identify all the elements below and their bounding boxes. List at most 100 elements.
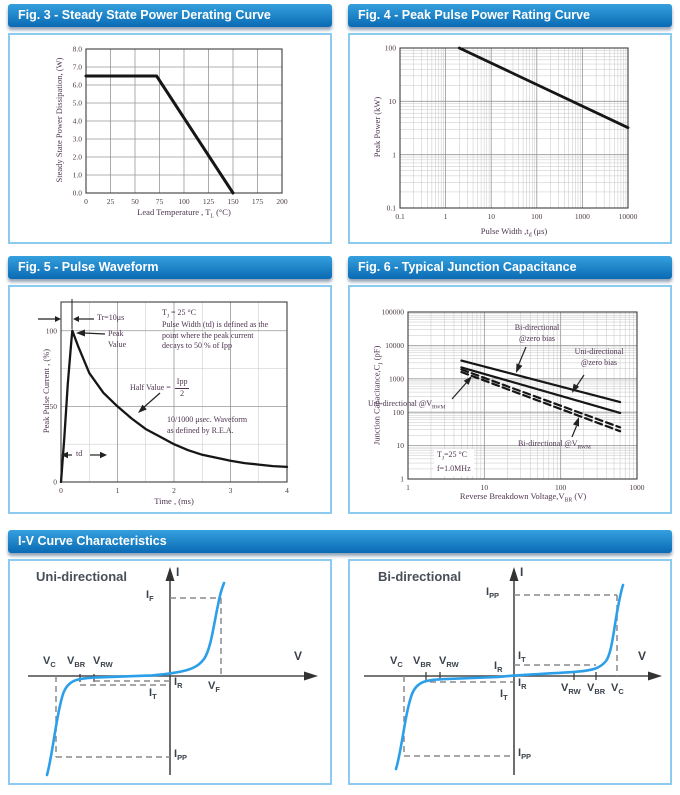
svg-text:0.1: 0.1	[395, 212, 405, 221]
svg-text:7.0: 7.0	[73, 63, 83, 72]
fig3-panel: 0 25 50 75 100 125 150 175 200 0.0 1.0 2.0 3.0 4.0 5.0…	[8, 33, 332, 244]
iv-bi-curve	[394, 583, 625, 771]
iv-uni-label-vrw: VRW	[93, 655, 113, 670]
iv-bi-label-ipp-top: IPP	[486, 586, 500, 601]
svg-text:150: 150	[227, 197, 239, 206]
svg-text:10000: 10000	[619, 212, 638, 221]
svg-text:0.1: 0.1	[387, 204, 397, 213]
svg-text:25: 25	[107, 197, 115, 206]
svg-text:2: 2	[172, 486, 176, 495]
iv-header-title: I-V Curve Characteristics	[18, 534, 167, 548]
iv-bi-label-vc-right: VC	[611, 682, 624, 697]
iv-uni-label-ipp: IPP	[174, 748, 188, 763]
fig6-uni-vrwm-label: Uni-directional @VRWM	[368, 399, 446, 411]
iv-bi-diagram	[364, 567, 662, 775]
svg-text:10: 10	[397, 441, 405, 450]
series-uni-directional--zero-bias	[460, 366, 622, 415]
fig3-header: Fig. 3 - Steady State Power Derating Cur…	[8, 4, 332, 27]
iv-bi-label-ir-upper: IR	[494, 660, 503, 675]
fig5-half-value-label: Half Value = Ipp 2	[130, 377, 190, 398]
fig6-header-title: Fig. 6 - Typical Junction Capacitance	[358, 260, 577, 274]
svg-text:1000: 1000	[630, 483, 645, 492]
fig5-pulse-width-note: Pulse Width (td) is defined as the point…	[162, 320, 269, 350]
fig6-panel: 1 10 100 1000 1 10 100 1000 10000 100000 Junction…	[348, 285, 672, 514]
svg-text:50: 50	[50, 402, 58, 411]
iv-bi-label-vbr-right: VBR	[587, 682, 606, 697]
svg-text:3: 3	[229, 486, 233, 495]
fig6-y-axis-label: Junction Capacitance,CJ (pF)	[371, 345, 385, 445]
svg-text:10: 10	[487, 212, 495, 221]
iv-bi-label-it-lower: IT	[500, 688, 508, 703]
fig6-x-axis-label: Reverse Breakdown Voltage,VBR (V)	[459, 491, 587, 504]
fig3-x-axis-label: Lead Temperature , TL (°C)	[137, 207, 231, 220]
fig3-section: Fig. 3 - Steady State Power Derating Cur…	[8, 4, 332, 244]
iv-bi-axis-v: V	[638, 649, 647, 663]
iv-bi-label-ir-lower: IR	[518, 677, 527, 692]
iv-bi-label-vc-left: VC	[390, 655, 403, 670]
iv-uni-label-vc: VC	[43, 655, 56, 670]
iv-uni-label-vf: VF	[208, 680, 220, 695]
fig5-pulse-waveform-chart: 0 1 2 3 4 0 50 100	[46, 301, 289, 495]
svg-text:3.0: 3.0	[73, 135, 83, 144]
fig4-pulse-power-chart: 0.1 1 10 100 1000 10000 0.1 1 10 100	[385, 44, 638, 221]
iv-uni-title: Uni-directional	[36, 569, 128, 584]
iv-uni-block: Uni-directional I V IF VF IR IT VC VBR V…	[8, 553, 332, 785]
svg-text:50: 50	[131, 197, 139, 206]
fig5-rise-time-label: Tr=10μs	[97, 313, 125, 322]
svg-text:1000: 1000	[389, 374, 404, 383]
svg-text:2.0: 2.0	[73, 153, 83, 162]
fig4-header: Fig. 4 - Peak Pulse Power Rating Curve	[348, 4, 672, 27]
iv-uni-label-vbr: VBR	[67, 655, 86, 670]
svg-text:100: 100	[178, 197, 190, 206]
series-uni-directional--VRWM	[460, 368, 622, 429]
svg-text:0: 0	[59, 486, 63, 495]
svg-text:100: 100	[555, 483, 567, 492]
iv-bi-panel: Bi-directional I V IPP IT IR IR IT VC VB…	[348, 559, 672, 785]
series-bi-directional--VRWM	[460, 370, 622, 433]
fig5-y-axis-label: Peak Pulse Current , (%)	[41, 348, 51, 434]
iv-bi-title: Bi-directional	[378, 569, 462, 584]
fig5-peak-value-label: Peak Value	[108, 329, 127, 349]
fig5-header: Fig. 5 - Pulse Waveform	[8, 256, 332, 279]
svg-text:100000: 100000	[382, 308, 405, 317]
svg-text:100: 100	[385, 44, 397, 53]
fig4-header-title: Fig. 4 - Peak Pulse Power Rating Curve	[358, 8, 591, 22]
iv-uni-label-if: IF	[146, 589, 154, 604]
series-peak-pulse-power	[457, 46, 630, 130]
fig4-panel: 0.1 1 10 100 1000 10000 0.1 1 10 100 Peak Power (…	[348, 33, 672, 244]
fig4-x-axis-label: Pulse Width ,td (μs)	[480, 226, 548, 239]
svg-text:10: 10	[481, 483, 489, 492]
svg-text:10: 10	[389, 97, 397, 106]
iv-bi-axis-i: I	[520, 565, 524, 579]
svg-text:100: 100	[531, 212, 543, 221]
svg-text:5.0: 5.0	[73, 99, 83, 108]
svg-text:0: 0	[84, 197, 88, 206]
fig6-header: Fig. 6 - Typical Junction Capacitance	[348, 256, 672, 279]
fig5-waveform-note: 10/1000 μsec. Waveform as defined by R.E.…	[167, 415, 248, 435]
fig4-y-axis-label: Peak Power (kW)	[372, 96, 382, 158]
iv-header: I-V Curve Characteristics	[8, 530, 672, 553]
svg-text:200: 200	[276, 197, 288, 206]
svg-text:175: 175	[252, 197, 264, 206]
svg-text:6.0: 6.0	[73, 81, 83, 90]
svg-text:100: 100	[46, 326, 58, 335]
iv-uni-panel: Uni-directional I V IF VF IR IT VC VBR V…	[8, 559, 332, 785]
svg-text:1: 1	[116, 486, 120, 495]
svg-text:1: 1	[400, 475, 404, 484]
iv-uni-curve	[45, 581, 226, 777]
fig5-header-title: Fig. 5 - Pulse Waveform	[18, 260, 159, 274]
series-bi-directional--zero-bias	[460, 359, 622, 404]
iv-section: I-V Curve Characteristics	[8, 530, 672, 553]
series-pulse-waveform	[59, 329, 289, 484]
iv-bi-label-it-upper: IT	[518, 650, 526, 665]
svg-text:1: 1	[406, 483, 410, 492]
iv-uni-diagram	[28, 567, 318, 777]
fig6-bi-vrwm-label: Bi-directional @VRWM	[518, 439, 591, 451]
fig6-bi-zero-bias-label: Bi-directional @zero bias	[514, 323, 560, 343]
svg-text:75: 75	[156, 197, 164, 206]
iv-uni-axis-i: I	[176, 565, 180, 579]
fig3-derating-chart: 0 25 50 75 100 125 150 175 200 0.0 1.0 2.0 3.0 4.0 5.0…	[73, 45, 288, 206]
iv-bi-block: Bi-directional I V IPP IT IR IR IT VC VB…	[348, 553, 672, 785]
fig5-section: Fig. 5 - Pulse Waveform 0 1 2 3 4 0 50 100	[8, 256, 332, 514]
